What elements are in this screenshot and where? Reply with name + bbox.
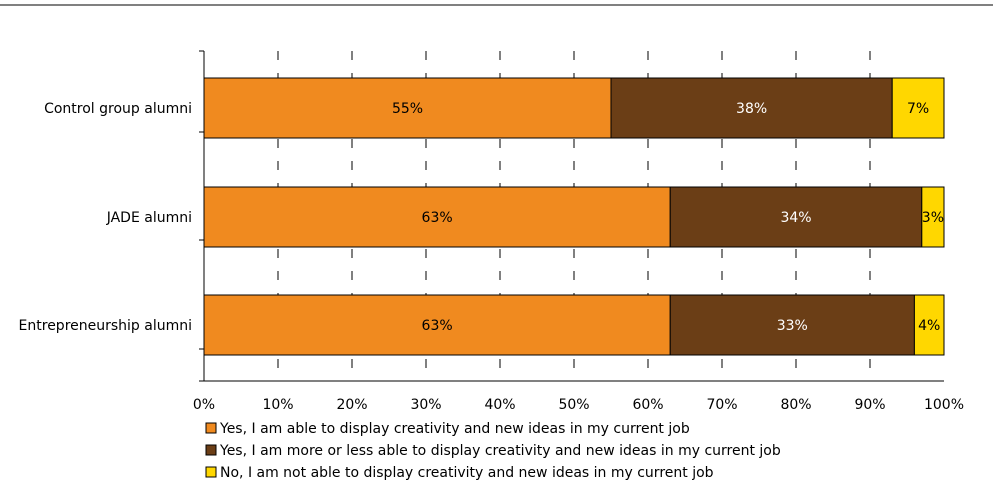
x-tick-label-60: 60%: [632, 397, 663, 413]
data-label-control-group-alumni-series-2: 38%: [736, 101, 767, 117]
data-label-control-group-alumni-series-1: 55%: [392, 101, 423, 117]
legend-swatch-3: [205, 466, 217, 478]
x-tick-label-70: 70%: [706, 397, 737, 413]
data-label-entrepreneurship-alumni-series-3: 4%: [918, 318, 940, 334]
x-tick-label-30: 30%: [410, 397, 441, 413]
axes: Control group alumni JADE alumni Entrepren…: [19, 50, 964, 413]
data-label-entrepreneurship-alumni-series-2: 33%: [777, 318, 808, 334]
bar-entrepreneurship-alumni-series-3: [913, 294, 945, 356]
category-label-entrepreneurship-alumni: Entrepreneurship alumni: [19, 318, 192, 334]
bar-control-group-alumni-series-2: [610, 77, 893, 139]
data-label-jade-alumni-series-1: 63%: [422, 210, 453, 226]
legend-swatch-2: [205, 444, 217, 456]
bar-jade-alumni-series-3: [921, 186, 945, 248]
legend: Yes, I am able to display creativity and…: [205, 421, 781, 481]
x-tick-label-50: 50%: [558, 397, 589, 413]
legend-label-3: No, I am not able to display creativity …: [220, 465, 714, 481]
x-tick-label-80: 80%: [780, 397, 811, 413]
bar-control-group-alumni-series-1: [203, 77, 612, 139]
legend-swatch-1: [205, 422, 217, 434]
bars: 55% 38% 7% 63% 34% 3% 63% 33% 4%: [203, 77, 945, 356]
category-label-jade-alumni: JADE alumni: [106, 210, 192, 226]
x-tick-label-0: 0%: [193, 397, 215, 413]
data-label-control-group-alumni-series-3: 7%: [907, 101, 929, 117]
data-label-jade-alumni-series-3: 3%: [922, 210, 944, 226]
legend-label-2: Yes, I am more or less able to display c…: [219, 443, 781, 459]
x-tick-label-40: 40%: [484, 397, 515, 413]
category-label-control-group-alumni: Control group alumni: [44, 101, 192, 117]
legend-label-1: Yes, I am able to display creativity and…: [219, 421, 690, 437]
x-tick-label-100: 100%: [924, 397, 964, 413]
data-label-jade-alumni-series-2: 34%: [780, 210, 811, 226]
x-tick-label-10: 10%: [262, 397, 293, 413]
x-tick-label-20: 20%: [336, 397, 367, 413]
bar-control-group-alumni-series-3: [891, 77, 945, 139]
data-label-entrepreneurship-alumni-series-1: 63%: [422, 318, 453, 334]
x-tick-label-90: 90%: [854, 397, 885, 413]
